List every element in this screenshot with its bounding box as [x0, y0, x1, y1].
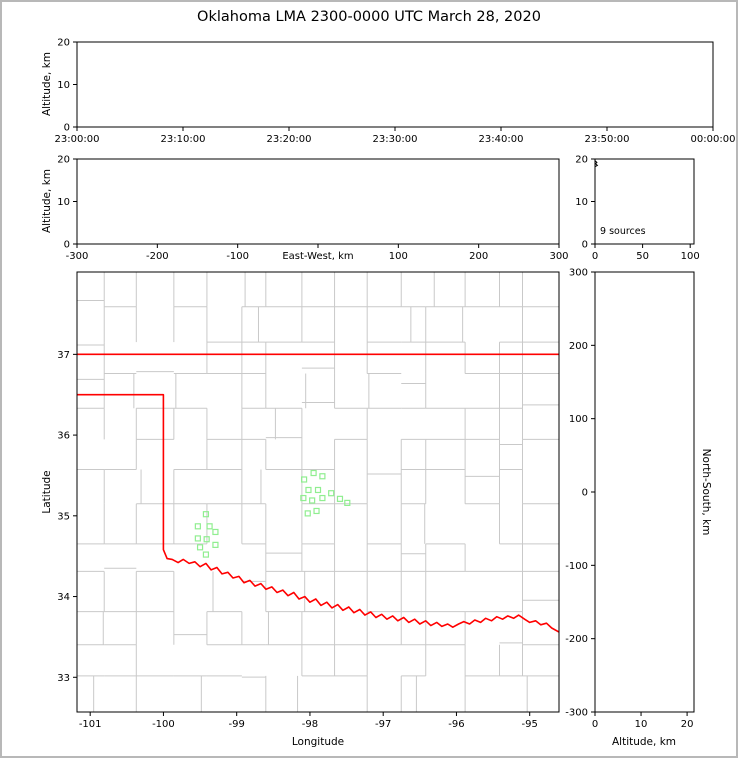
svg-text:-95: -95 [522, 719, 538, 730]
svg-text:0: 0 [582, 488, 588, 499]
ns-panel-xlabel: Altitude, km [611, 736, 676, 748]
svg-text:20: 20 [681, 719, 694, 730]
svg-text:36: 36 [57, 431, 70, 442]
svg-text:10: 10 [57, 197, 70, 208]
map-xlabel: Longitude [291, 736, 345, 748]
svg-text:100: 100 [681, 251, 700, 262]
svg-text:10: 10 [635, 719, 648, 730]
svg-text:-200: -200 [565, 634, 588, 645]
sources-count-annotation: 9 sources [600, 226, 646, 237]
svg-text:200: 200 [569, 341, 588, 352]
svg-text:20: 20 [57, 155, 70, 166]
svg-text:33: 33 [57, 673, 70, 684]
ns-panel-ylabel: North-South, km [700, 448, 712, 536]
svg-text:100: 100 [389, 251, 408, 262]
svg-text:50: 50 [636, 251, 649, 262]
svg-text:23:40:00: 23:40:00 [479, 134, 524, 145]
svg-text:0: 0 [592, 251, 598, 262]
svg-text:-100: -100 [226, 251, 249, 262]
svg-text:20: 20 [575, 155, 588, 166]
svg-text:-200: -200 [146, 251, 169, 262]
figure-title: Oklahoma LMA 2300-0000 UTC March 28, 202… [197, 9, 541, 25]
svg-text:-97: -97 [375, 719, 391, 730]
svg-text:0: 0 [64, 240, 70, 251]
svg-text:00:00:00: 00:00:00 [691, 134, 736, 145]
svg-text:23:30:00: 23:30:00 [373, 134, 418, 145]
svg-text:-100: -100 [565, 561, 588, 572]
svg-text:-101: -101 [79, 719, 102, 730]
svg-text:10: 10 [57, 80, 70, 91]
svg-text:East-West, km: East-West, km [282, 251, 353, 262]
svg-text:-100: -100 [152, 719, 175, 730]
svg-text:23:20:00: 23:20:00 [267, 134, 312, 145]
svg-text:300: 300 [549, 251, 568, 262]
svg-text:10: 10 [575, 197, 588, 208]
svg-text:200: 200 [469, 251, 488, 262]
svg-text:-99: -99 [229, 719, 245, 730]
svg-text:0: 0 [592, 719, 598, 730]
svg-text:35: 35 [57, 511, 70, 522]
ew-panel-ylabel: Altitude, km [41, 169, 53, 234]
svg-text:300: 300 [569, 268, 588, 279]
map-ylabel: Latitude [41, 470, 53, 514]
svg-text:100: 100 [569, 414, 588, 425]
svg-text:-300: -300 [66, 251, 89, 262]
svg-text:-300: -300 [565, 708, 588, 719]
svg-text:-98: -98 [302, 719, 318, 730]
svg-text:23:10:00: 23:10:00 [161, 134, 206, 145]
svg-text:23:50:00: 23:50:00 [585, 134, 630, 145]
svg-text:37: 37 [57, 350, 70, 361]
svg-text:0: 0 [64, 123, 70, 134]
svg-text:-96: -96 [448, 719, 464, 730]
svg-text:34: 34 [57, 592, 70, 603]
svg-text:23:00:00: 23:00:00 [55, 134, 100, 145]
svg-text:0: 0 [582, 240, 588, 251]
svg-text:20: 20 [57, 38, 70, 49]
